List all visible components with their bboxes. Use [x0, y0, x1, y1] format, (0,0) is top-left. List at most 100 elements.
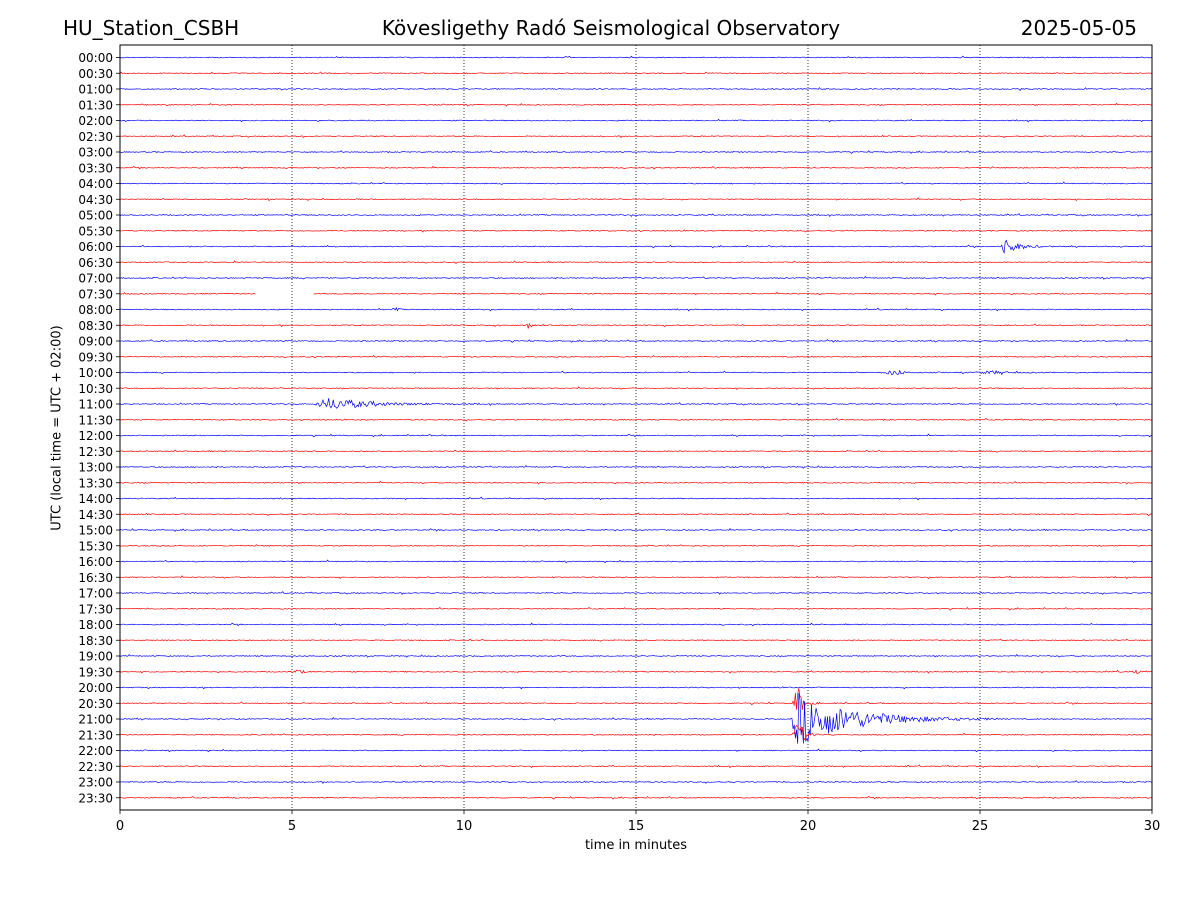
y-tick-label: 20:30: [78, 697, 113, 711]
y-tick-label: 07:00: [78, 272, 113, 286]
trace-1030: [119, 386, 1153, 391]
trace-1600: [119, 559, 1153, 564]
trace-0300: [119, 150, 1153, 154]
x-tick-label: 30: [1144, 819, 1161, 834]
trace-0430: [119, 197, 1153, 202]
trace-0130: [119, 102, 1153, 107]
y-tick-label: 22:00: [78, 744, 113, 758]
y-tick-label: 15:30: [78, 539, 113, 553]
y-tick-label: 18:00: [78, 618, 113, 632]
y-axis-label: UTC (local time = UTC + 02:00): [49, 325, 65, 531]
trace-1000: [119, 369, 1153, 376]
x-tick-label: 25: [972, 819, 989, 834]
trace-2100: [119, 693, 1153, 744]
y-tick-label: 20:00: [78, 681, 113, 695]
y-tick-label: 11:00: [78, 398, 113, 412]
y-tick-label: 11:30: [78, 413, 113, 427]
y-tick-label: 16:30: [78, 571, 113, 585]
x-tick-label: 5: [288, 819, 296, 834]
trace-1930: [119, 669, 1153, 675]
trace-0730: [119, 291, 1153, 296]
trace-1800: [119, 622, 1153, 627]
y-tick-label: 05:00: [78, 209, 113, 223]
trace-1630: [119, 575, 1153, 580]
trace-2200: [119, 748, 1153, 753]
trace-0530: [119, 229, 1153, 233]
trace-0830: [119, 322, 1153, 329]
trace-0800: [119, 306, 1153, 312]
trace-0200: [119, 118, 1153, 123]
trace-0600: [119, 239, 1153, 255]
trace-1830: [119, 638, 1153, 642]
trace-0100: [119, 87, 1153, 91]
trace-1700: [119, 591, 1153, 595]
trace-2230: [119, 764, 1153, 769]
y-tick-label: 02:00: [78, 114, 113, 128]
trace-1900: [119, 654, 1152, 658]
y-tick-label: 01:00: [78, 83, 113, 97]
trace-0900: [119, 339, 1153, 343]
y-tick-label: 17:00: [78, 587, 113, 601]
y-tick-label: 03:30: [78, 161, 113, 175]
x-tick-label: 20: [800, 819, 817, 834]
trace-1400: [119, 496, 1153, 501]
chart-title: Kövesligethy Radó Seismological Observat…: [381, 16, 841, 40]
y-tick-label: 03:00: [78, 146, 113, 160]
trace-2000: [119, 686, 1153, 690]
x-axis-label: time in minutes: [584, 838, 688, 853]
y-tick-label: 08:30: [78, 319, 113, 333]
x-tick-label: 0: [116, 819, 124, 834]
trace-0030: [119, 71, 1153, 75]
y-tick-label: 12:30: [78, 445, 113, 459]
trace-1730: [119, 606, 1153, 611]
y-tick-label: 23:00: [78, 776, 113, 790]
trace-1230: [119, 449, 1153, 453]
y-tick-label: 21:00: [78, 713, 113, 727]
y-tick-label: 16:00: [78, 555, 113, 569]
y-tick-label: 12:00: [78, 429, 113, 443]
y-tick-label: 02:30: [78, 130, 113, 144]
y-tick-label: 13:00: [78, 461, 113, 475]
y-tick-label: 21:30: [78, 728, 113, 742]
y-tick-label: 13:30: [78, 476, 113, 490]
trace-1530: [119, 544, 1153, 548]
y-tick-label: 23:30: [78, 791, 113, 805]
y-tick-label: 19:00: [78, 650, 113, 664]
date-label: 2025-05-05: [1020, 16, 1137, 40]
y-tick-label: 09:00: [78, 335, 113, 349]
y-tick-label: 06:00: [78, 240, 113, 254]
trace-2130: [119, 724, 1153, 741]
y-tick-label: 00:00: [78, 51, 113, 65]
y-tick-label: 04:00: [78, 177, 113, 191]
y-tick-label: 10:00: [78, 366, 113, 380]
y-tick-label: 19:30: [78, 665, 113, 679]
y-tick-label: 18:30: [78, 634, 113, 648]
y-tick-label: 10:30: [78, 382, 113, 396]
y-tick-label: 14:30: [78, 508, 113, 522]
y-tick-label: 09:30: [78, 350, 113, 364]
y-tick-label: 06:30: [78, 256, 113, 270]
y-tick-label: 07:30: [78, 287, 113, 301]
trace-0330: [119, 165, 1153, 170]
trace-0700: [119, 276, 1153, 280]
y-tick-label: 01:30: [78, 98, 113, 112]
trace-1300: [119, 465, 1153, 469]
y-tick-label: 15:00: [78, 524, 113, 538]
trace-0930: [119, 355, 1153, 359]
station-label: HU_Station_CSBH: [63, 16, 240, 40]
trace-0500: [119, 213, 1153, 217]
trace-0230: [119, 134, 1153, 139]
trace-0630: [119, 260, 1153, 264]
y-tick-label: 22:30: [78, 760, 113, 774]
y-tick-label: 04:30: [78, 193, 113, 207]
y-tick-label: 00:30: [78, 67, 113, 81]
trace-2030: [119, 688, 1153, 710]
y-tick-label: 17:30: [78, 602, 113, 616]
trace-2300: [119, 780, 1153, 784]
trace-1500: [119, 528, 1153, 532]
trace-0400: [119, 181, 1153, 185]
trace-2330: [119, 795, 1153, 800]
trace-1430: [119, 512, 1153, 517]
trace-1130: [119, 418, 1153, 422]
